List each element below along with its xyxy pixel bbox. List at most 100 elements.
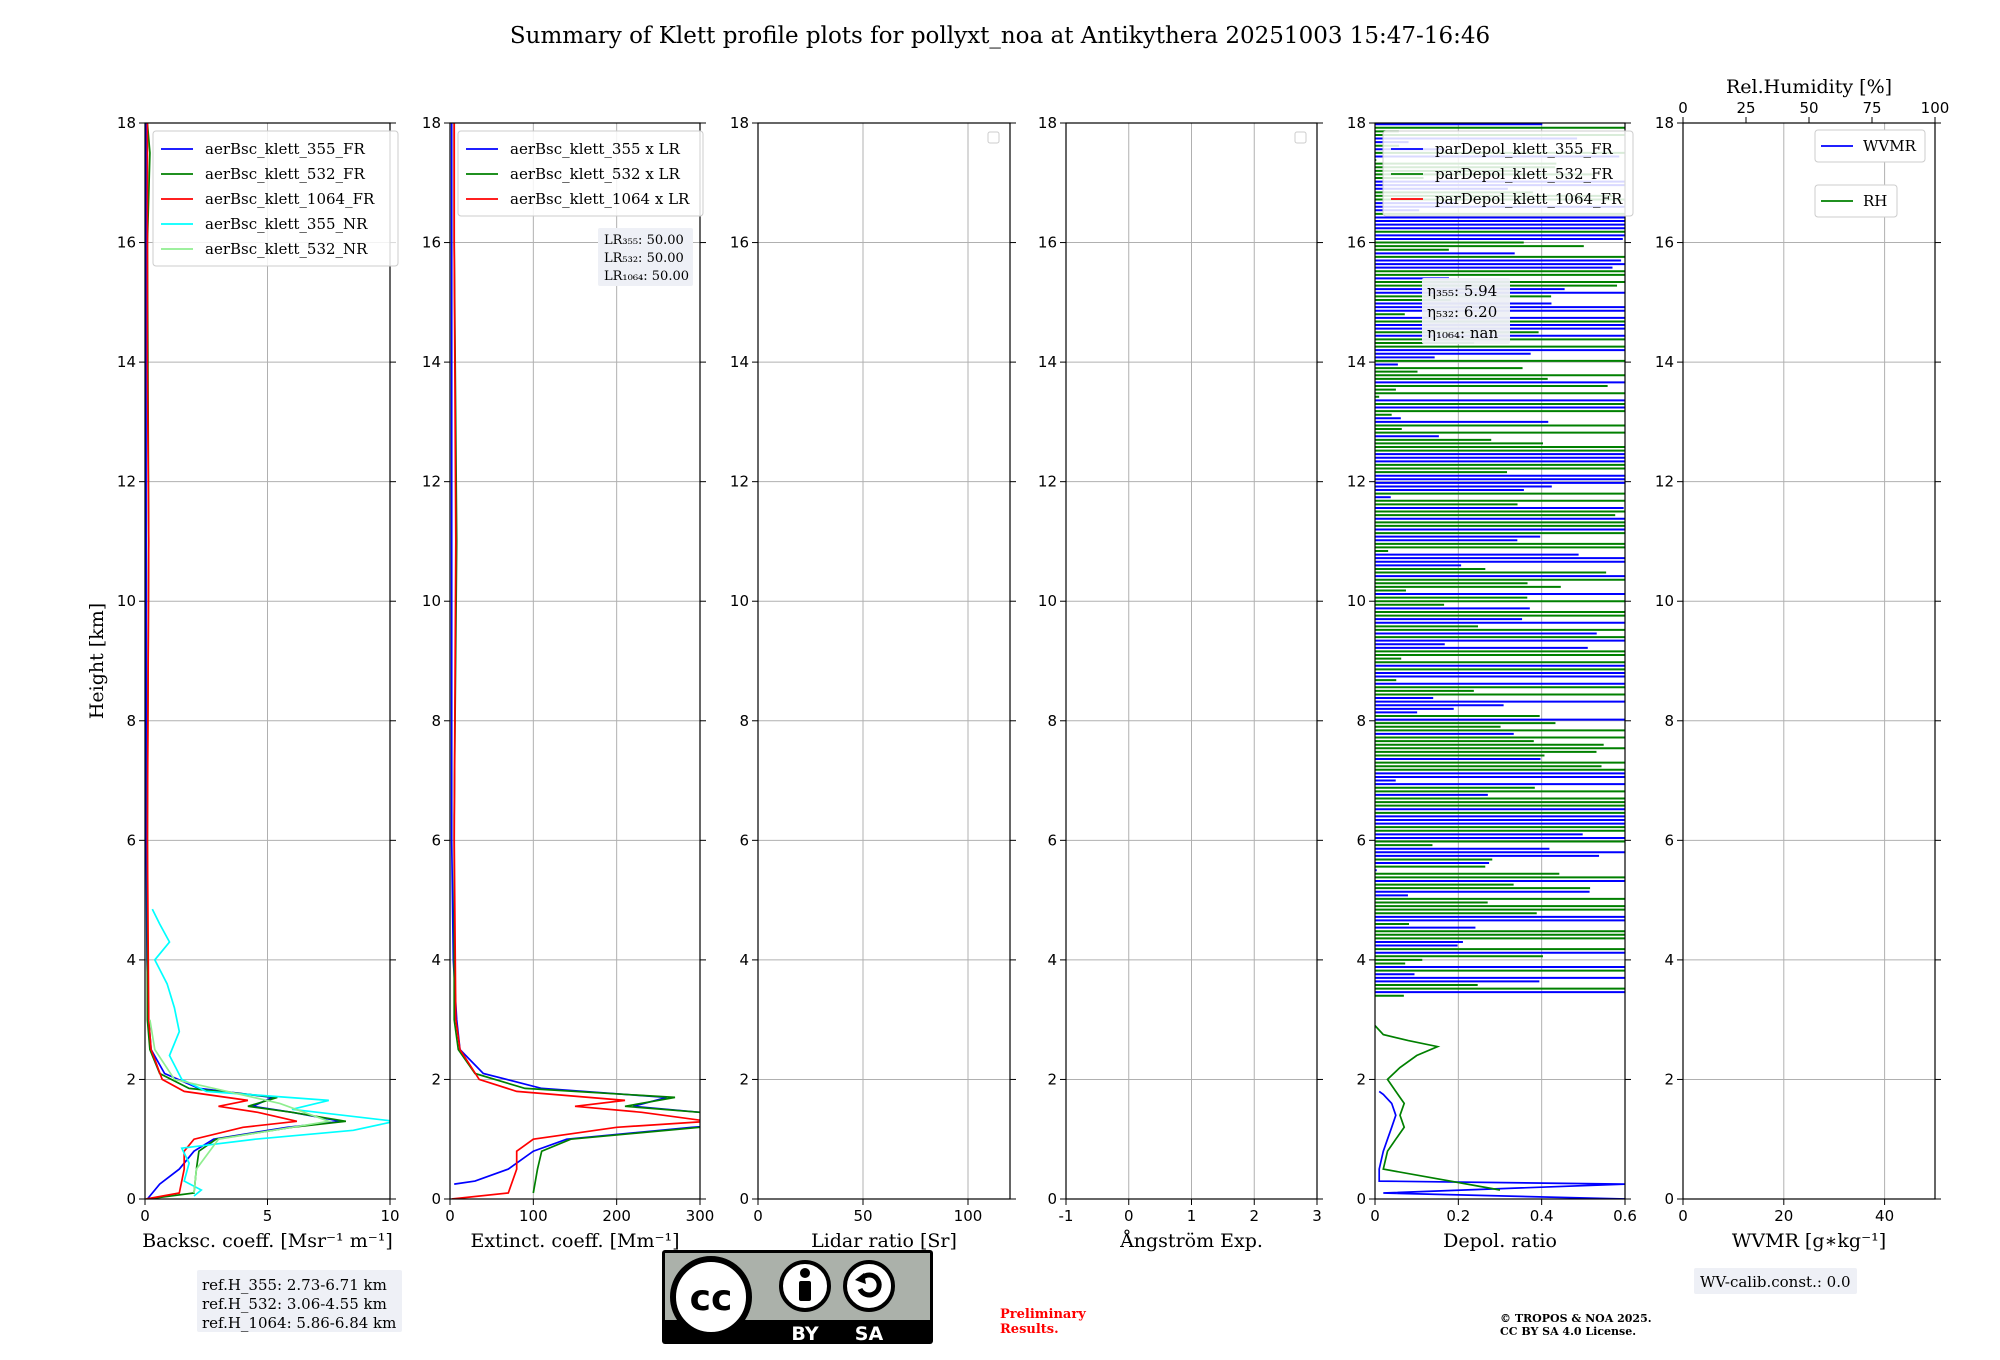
x-tick-label: 0	[1370, 1207, 1380, 1225]
legend-label: parDepol_klett_532_FR	[1435, 165, 1613, 183]
empty-legend-box	[987, 131, 1000, 144]
ref-height-355: ref.H_355: 2.73-6.71 km	[202, 1276, 387, 1294]
axes-frame	[449, 122, 701, 1200]
y-tick-label: 2	[1356, 1070, 1366, 1088]
y-tick-label: 2	[1664, 1070, 1674, 1088]
legend-label: aerBsc_klett_355_NR	[205, 215, 368, 233]
legend-box	[1814, 184, 1898, 218]
empty-legend-box	[1294, 131, 1307, 144]
x-tick-label: 40	[1875, 1207, 1894, 1225]
y-tick-label: 8	[431, 712, 441, 730]
x-axis-label: Ångström Exp.	[1119, 1230, 1263, 1252]
data-layer	[450, 123, 700, 1199]
x-tick-label: 0	[1124, 1207, 1134, 1225]
cc-by-sa-badge: cc BY SA	[662, 1250, 933, 1345]
y-tick-label: 6	[126, 831, 136, 849]
cc-logo-text: cc	[690, 1278, 733, 1319]
y-tick-label: 8	[1356, 712, 1366, 730]
y-tick-label: 8	[1047, 712, 1057, 730]
y-tick-label: 0	[1047, 1190, 1057, 1208]
legend-label: RH	[1863, 192, 1887, 210]
annotation-box	[1422, 278, 1510, 344]
x-tick-label: 2	[1249, 1207, 1259, 1225]
y-tick-label: 4	[739, 951, 749, 969]
y-tick-label: 2	[739, 1070, 749, 1088]
annotation-text: η₁₀₆₄: nan	[1427, 324, 1498, 342]
y-tick-label: 14	[730, 353, 749, 371]
y-tick-label: 0	[1356, 1190, 1366, 1208]
axes-frame	[1374, 122, 1626, 1200]
x-axis-label: Depol. ratio	[1443, 1230, 1557, 1252]
y-tick-label: 2	[1047, 1070, 1057, 1088]
copyright-line1: © TROPOS & NOA 2025.	[1500, 1312, 1652, 1325]
y-tick-label: 16	[117, 234, 136, 252]
y-tick-label: 6	[431, 831, 441, 849]
panel-depol: 0 0.2 0.4 0.6 0 2 4 6 8 10 12 14 16 18 Depol. ratio par…	[1347, 114, 1637, 1252]
y-tick-label: 2	[126, 1070, 136, 1088]
x-tick-label: 3	[1312, 1207, 1322, 1225]
panel-wvmr-rh: 0 20 40 0 2 4 6 8 10 12 14 16 18 WVMR [g∗kg⁻¹] 0 25 50 75…	[1655, 76, 1949, 1252]
axes-frame	[1682, 122, 1936, 1200]
legend-label: aerBsc_klett_355 x LR	[510, 140, 681, 158]
y-tick-label: 8	[1664, 712, 1674, 730]
x2-tick-label: 0	[1678, 99, 1688, 117]
x-tick-label: 0.6	[1613, 1207, 1637, 1225]
cc-logo-icon	[670, 1256, 752, 1338]
y-tick-label: 10	[422, 592, 441, 610]
series-line-aerBsc_klett_1064_FR	[146, 123, 298, 1199]
series-line-aerBsc_klett_1064 x LR	[451, 123, 700, 1199]
y-tick-label: 12	[1655, 473, 1674, 491]
x2-tick-label: 50	[1799, 99, 1818, 117]
y-tick-label: 14	[422, 353, 441, 371]
x-axis-label: WVMR [g∗kg⁻¹]	[1732, 1230, 1886, 1252]
legend-label: parDepol_klett_1064_FR	[1435, 190, 1623, 208]
y-axis-label: Height [km]	[86, 603, 108, 719]
y-tick-label: 10	[117, 592, 136, 610]
legend-label: WVMR	[1863, 137, 1917, 155]
y-tick-label: 14	[1038, 353, 1057, 371]
y-tick-label: 8	[126, 712, 136, 730]
y-tick-label: 12	[117, 473, 136, 491]
y-tick-label: 6	[1664, 831, 1674, 849]
y-tick-label: 12	[422, 473, 441, 491]
x2-axis-label: Rel.Humidity [%]	[1726, 76, 1892, 98]
x-tick-label: 300	[686, 1207, 715, 1225]
badge-sa-label: SA	[855, 1323, 884, 1345]
panel-lidar-ratio: 0 50 100 0 2 4 6 8 10 12 14 16 18 Lidar ratio [Sr]	[730, 114, 1016, 1252]
y-tick-label: 16	[1655, 234, 1674, 252]
y-tick-label: 4	[1047, 951, 1057, 969]
legend-label: aerBsc_klett_1064_FR	[205, 190, 375, 208]
y-tick-label: 18	[422, 114, 441, 132]
y-tick-label: 4	[1664, 951, 1674, 969]
y-tick-label: 4	[431, 951, 441, 969]
y-tick-label: 6	[1047, 831, 1057, 849]
x-tick-label: 5	[263, 1207, 273, 1225]
preliminary-line2: Results.	[1000, 1322, 1059, 1337]
annotation-text: η₅₃₂: 6.20	[1427, 303, 1497, 321]
axes-frame	[757, 122, 1011, 1200]
series-line-aerBsc_klett_532_NR	[149, 1019, 333, 1194]
panel-backscatter: 0 5 10 0 2 4 6 8 10 12 14 16 18 Backsc. coeff. [Msr⁻¹…	[86, 114, 400, 1252]
x-axis-label: Backsc. coeff. [Msr⁻¹ m⁻¹]	[142, 1230, 393, 1252]
y-tick-label: 8	[739, 712, 749, 730]
y-tick-label: 16	[422, 234, 441, 252]
legend-label: aerBsc_klett_532_NR	[205, 240, 368, 258]
y-tick-label: 12	[730, 473, 749, 491]
series-line-parDepol_klett_355_FR	[1378, 1090, 1625, 1199]
legend-box	[457, 130, 704, 217]
y-tick-label: 10	[1655, 592, 1674, 610]
x-tick-label: 100	[954, 1207, 983, 1225]
y-tick-label: 18	[117, 114, 136, 132]
x-tick-label: -1	[1059, 1207, 1074, 1225]
y-tick-label: 6	[739, 831, 749, 849]
x-tick-label: 0	[753, 1207, 763, 1225]
wv-calib-box: WV-calib.const.: 0.0	[1694, 1268, 1857, 1294]
figure-title: Summary of Klett profile plots for polly…	[510, 23, 1490, 49]
y-tick-label: 12	[1347, 473, 1366, 491]
legend-label: aerBsc_klett_355_FR	[205, 140, 365, 158]
x-tick-label: 0.2	[1446, 1207, 1470, 1225]
x-tick-label: 50	[853, 1207, 872, 1225]
x2-tick-label: 100	[1921, 99, 1950, 117]
legend-label: aerBsc_klett_532 x LR	[510, 165, 681, 183]
